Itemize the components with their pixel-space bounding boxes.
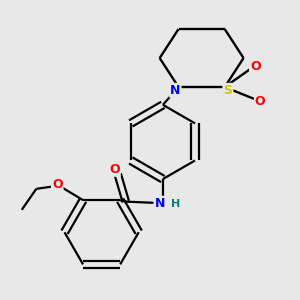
Text: O: O	[255, 95, 266, 108]
Text: N: N	[170, 84, 181, 97]
Text: N: N	[154, 197, 165, 210]
Text: O: O	[109, 163, 120, 176]
Text: H: H	[170, 199, 180, 209]
Text: O: O	[250, 60, 261, 73]
Text: S: S	[224, 84, 232, 97]
Text: O: O	[52, 178, 63, 190]
